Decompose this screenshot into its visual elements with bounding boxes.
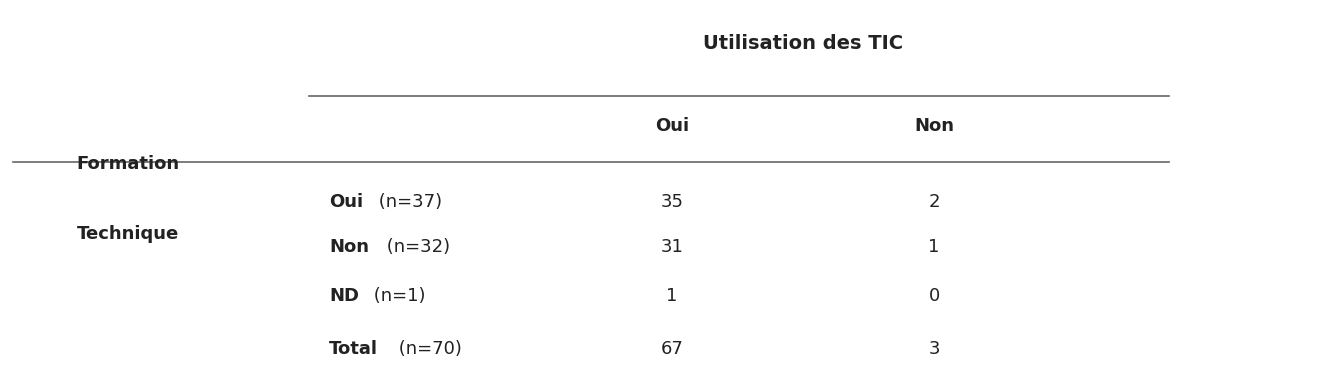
Text: 3: 3 [929, 340, 939, 358]
Text: 35: 35 [660, 193, 684, 211]
Text: 31: 31 [660, 238, 684, 256]
Text: Utilisation des TIC: Utilisation des TIC [703, 34, 903, 53]
Text: Oui: Oui [329, 193, 363, 211]
Text: (n=32): (n=32) [380, 238, 450, 256]
Text: ND: ND [329, 287, 359, 305]
Text: 67: 67 [660, 340, 684, 358]
Text: (n=37): (n=37) [374, 193, 442, 211]
Text: Formation: Formation [77, 155, 179, 173]
Text: 1: 1 [667, 287, 677, 305]
Text: 1: 1 [929, 238, 939, 256]
Text: (n=70): (n=70) [392, 340, 461, 358]
Text: Non: Non [914, 117, 954, 135]
Text: Technique: Technique [77, 225, 179, 243]
Text: Oui: Oui [655, 117, 689, 135]
Text: Total: Total [329, 340, 378, 358]
Text: 2: 2 [929, 193, 939, 211]
Text: Non: Non [329, 238, 370, 256]
Text: 0: 0 [929, 287, 939, 305]
Text: (n=1): (n=1) [368, 287, 426, 305]
